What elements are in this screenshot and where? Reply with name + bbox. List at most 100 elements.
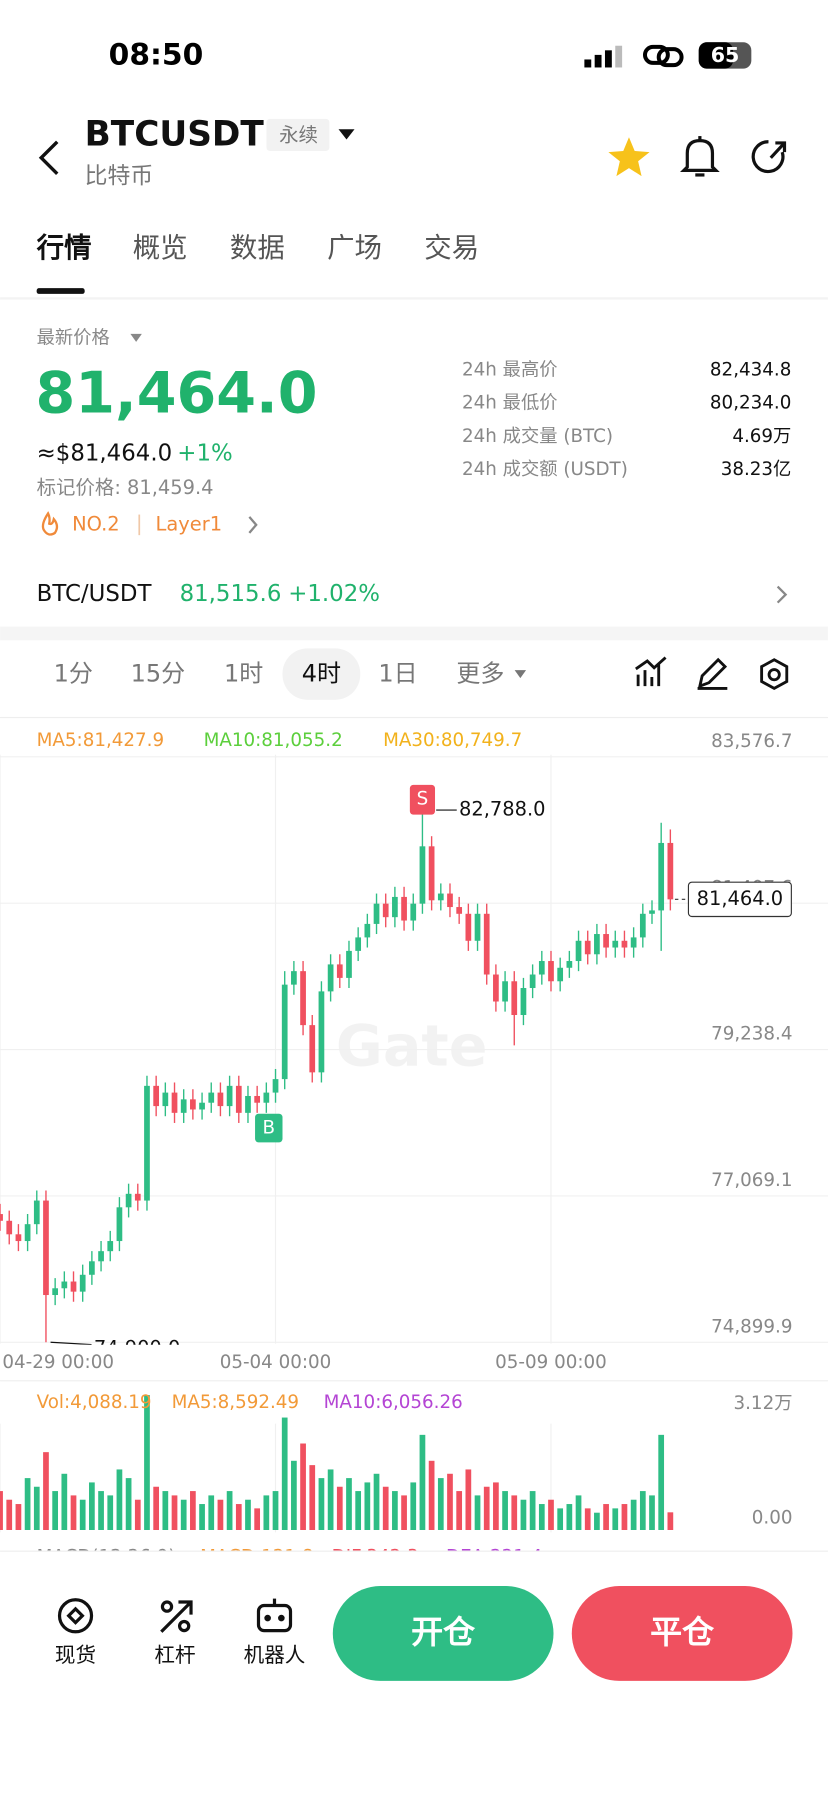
action-button[interactable] <box>332 1586 554 1681</box>
volume-bar <box>134 1499 141 1530</box>
nav-label[interactable]: 现货 <box>55 1643 96 1667</box>
interval[interactable]: 1时 <box>224 660 263 688</box>
volume-bar <box>630 1499 637 1530</box>
interval[interactable]: 更多 <box>456 660 504 688</box>
candle-body <box>594 934 600 955</box>
action-button-label[interactable]: 平仓 <box>650 1613 715 1651</box>
volume-bar <box>153 1486 160 1530</box>
volume-divider <box>0 1380 828 1382</box>
action-button-label[interactable]: 开仓 <box>411 1613 476 1651</box>
robot-icon[interactable] <box>256 1598 293 1633</box>
volume-bar <box>6 1499 13 1530</box>
back-button[interactable] <box>38 140 59 176</box>
volume-bar <box>180 1499 187 1530</box>
chevron <box>248 516 258 534</box>
volume-bar <box>309 1465 316 1530</box>
symbol-dropdown[interactable] <box>338 129 355 140</box>
candle-body <box>52 1288 59 1296</box>
candle-body <box>538 961 545 975</box>
nav-label[interactable]: 机器人 <box>244 1643 306 1667</box>
volume-bar <box>557 1508 564 1530</box>
spot-chevron[interactable] <box>776 585 788 604</box>
candle-body <box>502 981 508 1002</box>
interval[interactable]: 15分 <box>131 660 186 688</box>
tab[interactable]: 概览 <box>133 233 188 264</box>
draw-icon[interactable] <box>697 657 728 690</box>
volume-bar <box>33 1486 40 1530</box>
link-icon <box>642 44 684 68</box>
action-button[interactable] <box>571 1586 793 1681</box>
candle-body <box>309 1025 316 1073</box>
candle-body <box>557 967 564 982</box>
volume-bar <box>667 1512 674 1530</box>
stat-value: 80,234.0 <box>710 393 791 414</box>
price-dropdown[interactable] <box>130 333 142 342</box>
buy-marker-bg <box>255 1113 283 1143</box>
candle-body <box>199 1102 205 1110</box>
tab[interactable]: 广场 <box>327 233 382 264</box>
volume-bar <box>327 1469 334 1530</box>
volume-tick-label: 0.00 <box>752 1508 793 1529</box>
volume-bar <box>15 1504 22 1530</box>
rank[interactable]: NO.2 <box>72 512 120 535</box>
indicator-icon[interactable] <box>635 656 667 687</box>
volume-bar <box>125 1478 132 1530</box>
candle-body <box>15 1234 22 1242</box>
volume-bar <box>483 1486 490 1530</box>
alert-bell[interactable] <box>679 136 720 177</box>
volume-bar <box>217 1499 224 1530</box>
volume-bar <box>24 1478 31 1530</box>
leverage-icon[interactable] <box>160 1600 193 1633</box>
last-price-tag-bg <box>687 881 792 918</box>
stat-value: 82,434.8 <box>710 359 791 380</box>
interval[interactable]: 4时 <box>302 660 341 688</box>
candle-body <box>529 974 536 989</box>
spot-pair[interactable]: BTC/USDT <box>37 581 153 607</box>
candle-body <box>392 896 398 918</box>
volume-bar <box>594 1512 600 1530</box>
candle-body <box>355 937 362 951</box>
spot-icon[interactable] <box>57 1598 94 1634</box>
candle-body <box>401 896 407 921</box>
interval[interactable]: 1日 <box>378 660 417 688</box>
interval[interactable]: 1分 <box>54 660 93 688</box>
candle-body <box>483 913 490 975</box>
tab[interactable]: 数据 <box>230 233 285 264</box>
watermark: Gate <box>336 1013 488 1079</box>
volume-bar <box>548 1499 554 1530</box>
candle-body <box>43 1200 49 1296</box>
high-label: 82,788.0 <box>459 798 546 821</box>
volume-bar <box>410 1482 417 1530</box>
price-label: 最新价格 <box>37 327 110 348</box>
volume-bar <box>226 1491 233 1530</box>
symbol[interactable]: BTCUSDT <box>85 115 265 155</box>
candle-body <box>61 1281 68 1289</box>
share-button[interactable] <box>751 140 787 174</box>
tab[interactable]: 行情 <box>36 232 92 264</box>
sector-tag[interactable]: Layer1 <box>156 512 223 535</box>
volume-bar <box>639 1491 646 1530</box>
volume-bar <box>401 1495 407 1530</box>
favorite-star[interactable] <box>608 137 650 177</box>
fire-icon <box>41 511 59 536</box>
settings-icon[interactable] <box>760 658 789 691</box>
badge: 永续 <box>279 124 318 147</box>
last-price-tag: 81,464.0 <box>697 887 784 910</box>
volume-bar <box>511 1495 518 1530</box>
tab[interactable]: 交易 <box>424 233 479 264</box>
interval-dropdown[interactable] <box>514 670 527 679</box>
candle-body <box>428 846 435 901</box>
stat-value: 4.69万 <box>732 426 791 447</box>
candle-body <box>125 1193 132 1208</box>
candle-body <box>272 1079 279 1093</box>
spot-change: +1.02% <box>288 581 380 607</box>
volume-bar <box>538 1504 545 1530</box>
nav-label[interactable]: 杠杆 <box>154 1643 195 1667</box>
usd-price: ≈$81,464.0 <box>37 440 173 466</box>
volume-bar <box>520 1499 527 1530</box>
volume-bar <box>0 1491 3 1530</box>
volume-bar <box>373 1473 380 1530</box>
candle-body <box>630 937 637 948</box>
candle-body <box>346 950 352 978</box>
volume-bar <box>98 1491 104 1530</box>
